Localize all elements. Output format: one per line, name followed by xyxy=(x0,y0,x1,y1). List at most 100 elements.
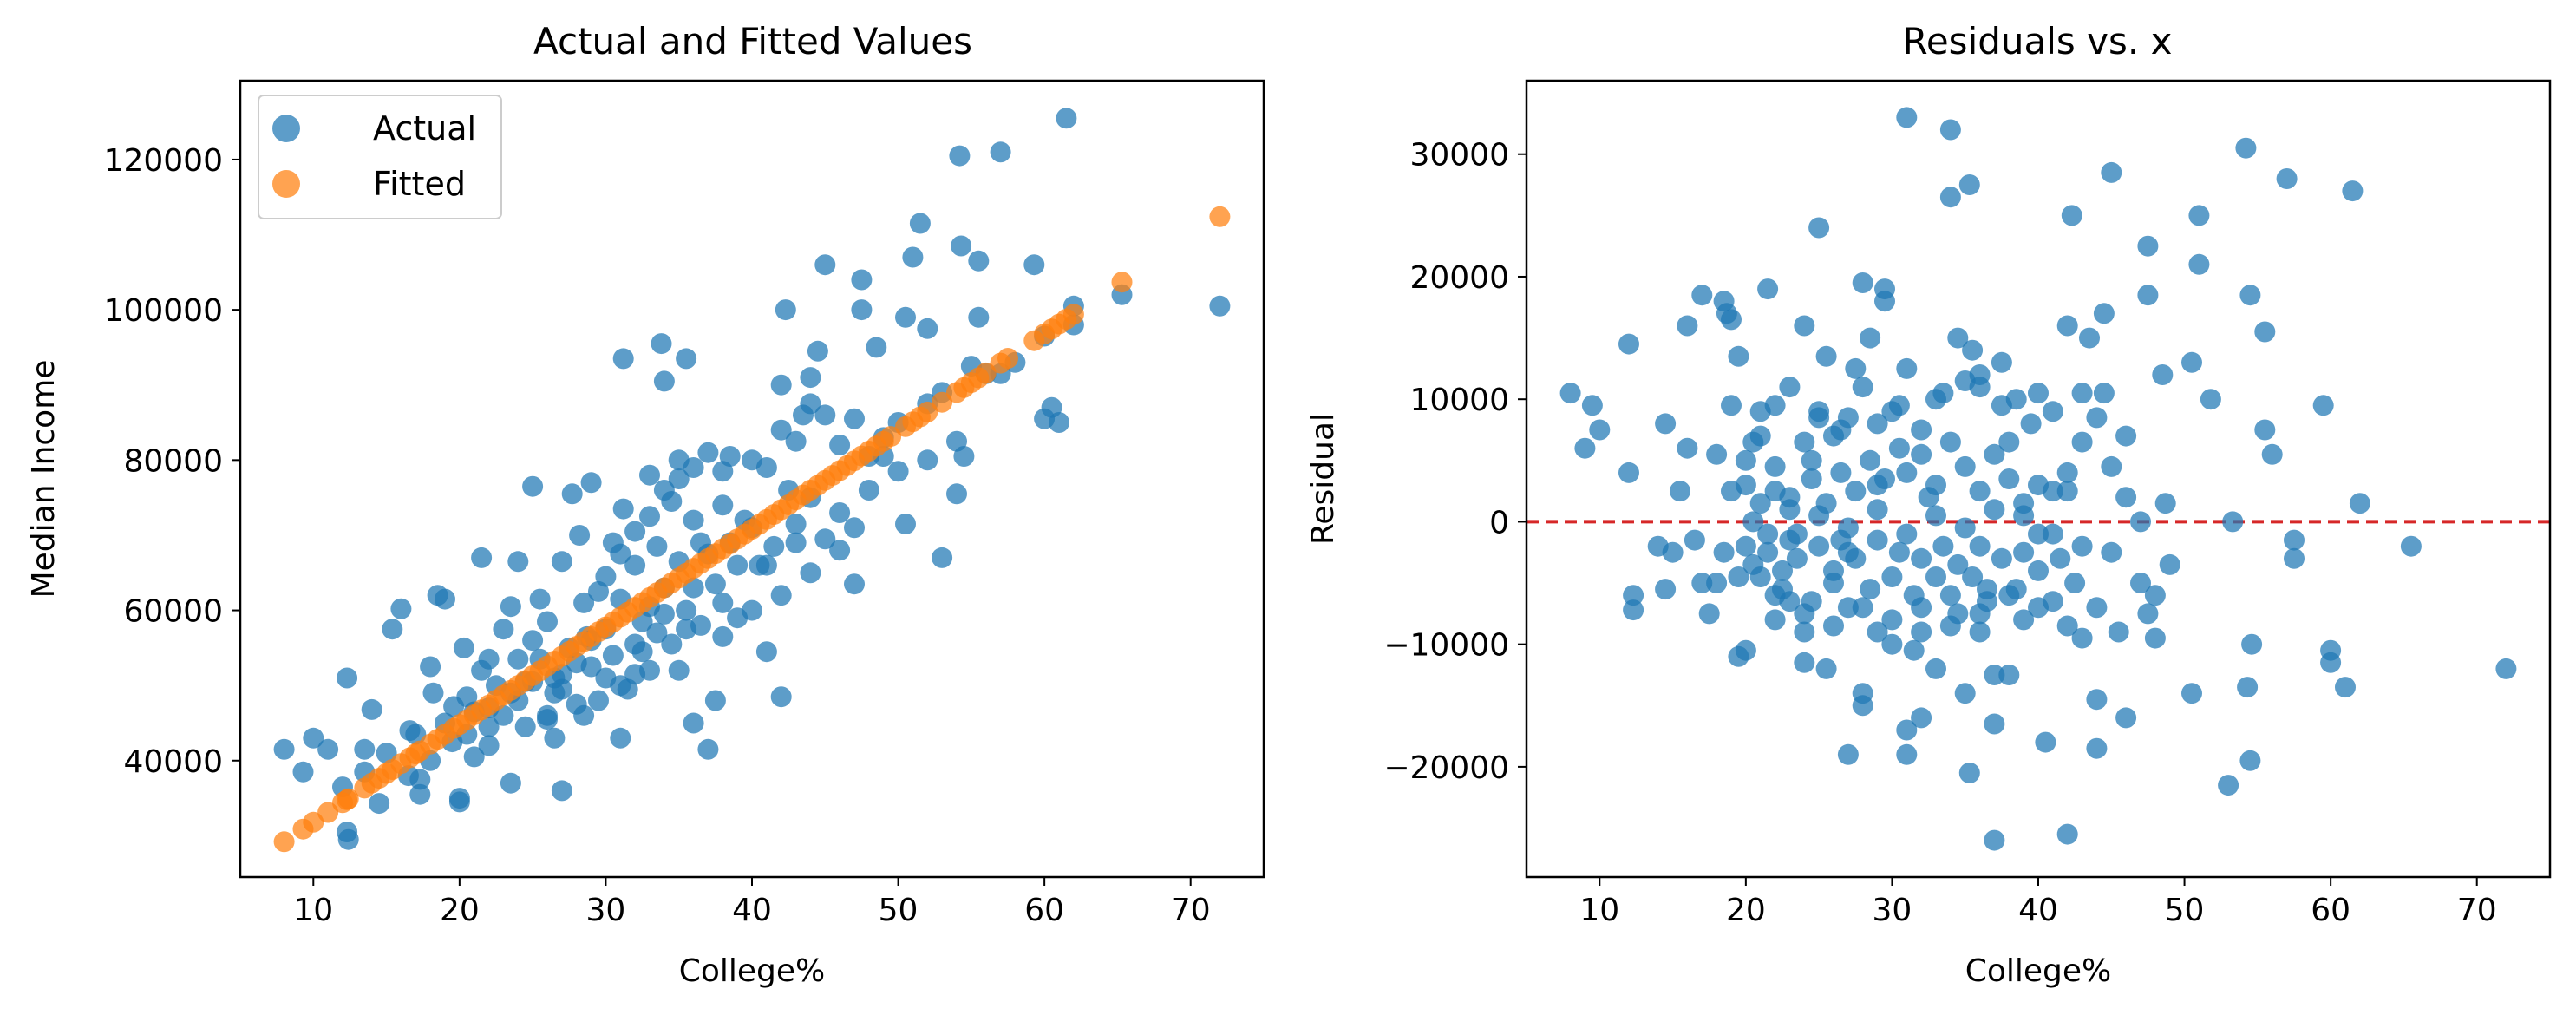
y-tick-label: 120000 xyxy=(104,143,223,179)
residual-point xyxy=(1786,547,1808,569)
residual-point xyxy=(2137,285,2159,306)
x-tick-label: 60 xyxy=(2311,893,2350,928)
actual-point xyxy=(775,299,796,321)
residual-point xyxy=(2181,351,2202,373)
residual-point xyxy=(1991,351,2012,373)
actual-point xyxy=(668,468,690,489)
residual-point xyxy=(2239,285,2261,306)
residual-point xyxy=(1881,633,1903,655)
actual-point xyxy=(478,648,500,670)
actual-point xyxy=(639,659,660,681)
actual-point xyxy=(448,791,470,813)
residual-point xyxy=(2071,431,2093,453)
actual-point xyxy=(537,611,558,632)
residual-point xyxy=(1962,566,1984,587)
y-tick-label: 20000 xyxy=(1409,260,1509,296)
residual-point xyxy=(1794,315,1815,337)
residual-point xyxy=(2115,425,2137,447)
chart-residuals: Residuals vs. x 10 20 30 40 50 60 70 −20000 −100… xyxy=(1305,20,2552,989)
marks-layer xyxy=(1527,107,2550,851)
actual-point xyxy=(435,588,455,610)
x-axis-label: College% xyxy=(679,953,826,989)
residual-point xyxy=(2056,481,2078,502)
actual-point xyxy=(683,457,704,478)
actual-point xyxy=(851,269,873,291)
actual-point xyxy=(770,585,792,606)
residual-point xyxy=(1837,407,1859,429)
residual-point xyxy=(1984,665,2005,685)
residual-point xyxy=(1947,327,1969,349)
residual-point xyxy=(2042,401,2063,422)
residual-point xyxy=(1896,719,1918,741)
x-tick-label: 20 xyxy=(440,893,480,928)
residual-point xyxy=(2086,737,2108,759)
actual-point xyxy=(573,592,595,613)
y-tick-label: 80000 xyxy=(123,443,223,479)
residual-point xyxy=(1925,566,1946,587)
residual-point xyxy=(2254,321,2276,343)
residual-point xyxy=(1896,107,1918,128)
residual-point xyxy=(2093,383,2115,404)
actual-point xyxy=(951,235,972,257)
x-tick-label: 50 xyxy=(879,893,919,928)
x-tick-label: 70 xyxy=(1171,893,1211,928)
residual-point xyxy=(1998,468,2020,489)
residual-point xyxy=(1772,579,1793,600)
residual-point xyxy=(1860,449,1881,471)
actual-point xyxy=(968,250,990,272)
fitted-point xyxy=(1209,206,1231,227)
residual-point xyxy=(1772,560,1793,581)
actual-point xyxy=(1056,108,1077,129)
residual-point xyxy=(1984,443,2005,465)
y-tick-label: 30000 xyxy=(1409,138,1509,174)
residual-point xyxy=(2042,523,2063,545)
fitted-point xyxy=(975,362,997,383)
actual-point xyxy=(646,535,668,557)
residual-point xyxy=(2101,455,2122,477)
residual-point xyxy=(1815,345,1837,367)
residual-point xyxy=(2028,383,2049,404)
residual-point xyxy=(2335,677,2356,698)
actual-point xyxy=(676,619,697,640)
residual-point xyxy=(1749,425,1771,447)
actual-point xyxy=(697,738,719,760)
residual-point xyxy=(1808,535,1830,557)
residual-point xyxy=(1998,585,2020,606)
residual-point xyxy=(1911,419,1932,441)
actual-point xyxy=(949,145,971,167)
actual-point xyxy=(390,598,412,619)
residual-point xyxy=(1969,535,1991,557)
residual-point xyxy=(1852,695,1873,717)
residual-point xyxy=(1896,462,1918,483)
residual-point xyxy=(2254,419,2276,441)
actual-point xyxy=(588,690,609,711)
residual-point xyxy=(1742,553,1764,575)
residual-point xyxy=(1735,449,1756,471)
residual-point xyxy=(2079,327,2100,349)
actual-point xyxy=(478,735,500,756)
x-tick-label: 50 xyxy=(2165,893,2205,928)
chart-title: Actual and Fitted Values xyxy=(533,20,972,62)
residual-point xyxy=(1867,499,1888,521)
actual-point xyxy=(866,337,887,358)
actual-point xyxy=(612,348,634,370)
actual-point xyxy=(749,554,770,576)
actual-point xyxy=(909,213,931,234)
residual-point xyxy=(1662,541,1684,563)
residual-point xyxy=(2495,658,2517,679)
actual-point xyxy=(573,704,595,726)
residual-point xyxy=(2013,505,2035,527)
residual-point xyxy=(1881,401,1903,422)
residual-point xyxy=(2028,597,2049,619)
residual-point xyxy=(1969,481,1991,502)
residual-point xyxy=(1845,481,1867,502)
residual-point xyxy=(1589,419,1611,441)
residual-point xyxy=(1706,573,1728,593)
actual-point xyxy=(755,641,777,663)
residual-point xyxy=(1764,395,1786,416)
actual-point xyxy=(704,573,726,595)
actual-point xyxy=(612,498,634,520)
residual-point xyxy=(1958,174,1980,195)
residual-point xyxy=(1954,517,1976,539)
residual-point xyxy=(2101,161,2122,183)
